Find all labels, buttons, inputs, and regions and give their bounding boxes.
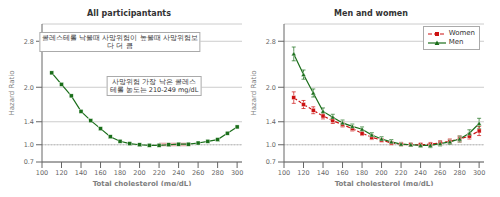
svg-text:140: 140 bbox=[75, 169, 87, 177]
svg-text:220: 220 bbox=[395, 169, 407, 177]
svg-text:180: 180 bbox=[356, 169, 368, 177]
svg-text:120: 120 bbox=[297, 169, 309, 177]
svg-text:100: 100 bbox=[278, 169, 290, 177]
svg-text:0.7: 0.7 bbox=[266, 158, 276, 166]
svg-text:200: 200 bbox=[375, 169, 387, 177]
html-text:Men: Men bbox=[448, 38, 464, 46]
svg-text:1.0: 1.0 bbox=[24, 141, 34, 149]
svg-text:Hazard Ratio: Hazard Ratio bbox=[8, 71, 16, 116]
svg-text:1.4: 1.4 bbox=[24, 118, 34, 126]
svg-text:280: 280 bbox=[211, 169, 223, 177]
svg-text:Hazard Ratio: Hazard Ratio bbox=[250, 71, 258, 116]
svg-text:180: 180 bbox=[114, 169, 126, 177]
svg-text:1.4: 1.4 bbox=[266, 118, 276, 126]
svg-text:160: 160 bbox=[336, 169, 348, 177]
svg-text:280: 280 bbox=[453, 169, 465, 177]
svg-text:120: 120 bbox=[55, 169, 67, 177]
svg-text:260: 260 bbox=[192, 169, 204, 177]
svg-text:240: 240 bbox=[172, 169, 184, 177]
svg-text:300: 300 bbox=[473, 169, 485, 177]
html-text:콜레스테롤 낙을때 사망위험이 높을때 사망위험보 다 더: 콜레스테롤 낙을때 사망위험이 높을때 사망위험보 다 더 큼 bbox=[42, 34, 198, 50]
svg-text:0.7: 0.7 bbox=[24, 158, 34, 166]
svg-text:200: 200 bbox=[133, 169, 145, 177]
svg-text:100: 100 bbox=[36, 169, 48, 177]
svg-text:Total cholesterol (mg/dL): Total cholesterol (mg/dL) bbox=[93, 180, 192, 186]
html-text:Women: Women bbox=[448, 29, 475, 37]
svg-text:1.0: 1.0 bbox=[266, 141, 276, 149]
svg-text:220: 220 bbox=[153, 169, 165, 177]
svg-text:2.8: 2.8 bbox=[266, 38, 276, 46]
html-text:사망위험 가장 낙은 콜레스 테롤 농도는 210-249: 사망위험 가장 낙은 콜레스 테롤 농도는 210-249 mg/dL bbox=[109, 78, 199, 94]
svg-text:260: 260 bbox=[434, 169, 446, 177]
html-text:All participantants: All participantants bbox=[87, 9, 171, 18]
svg-text:2.0: 2.0 bbox=[266, 84, 276, 92]
svg-text:Total cholesterol (mg/dL): Total cholesterol (mg/dL) bbox=[335, 180, 434, 186]
svg-text:2.8: 2.8 bbox=[24, 38, 34, 46]
svg-text:300: 300 bbox=[231, 169, 243, 177]
svg-text:160: 160 bbox=[94, 169, 106, 177]
html-text:Men and women: Men and women bbox=[334, 9, 408, 18]
svg-text:2.0: 2.0 bbox=[24, 84, 34, 92]
svg-text:140: 140 bbox=[317, 169, 329, 177]
svg-text:240: 240 bbox=[414, 169, 426, 177]
